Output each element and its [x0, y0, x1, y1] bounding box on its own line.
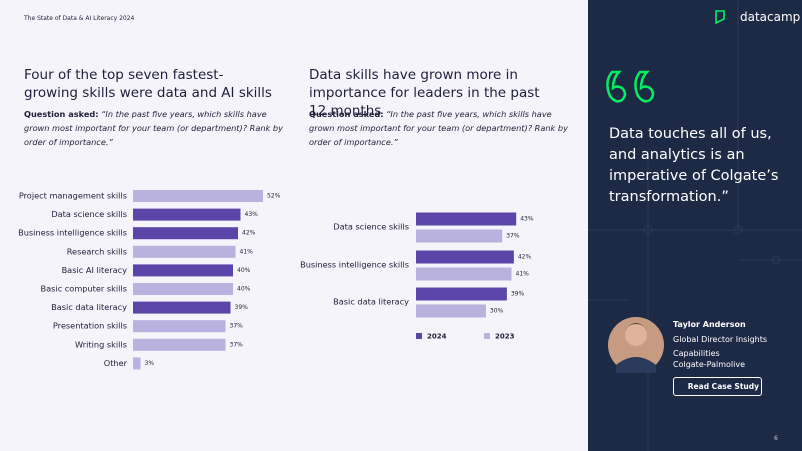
category-label: Basic data literacy	[51, 302, 127, 312]
value-label: 42%	[518, 254, 532, 261]
value-label: 39%	[511, 291, 525, 298]
chart-title: Data skills have grown more in importanc…	[309, 67, 540, 119]
bar	[133, 190, 263, 202]
bar	[133, 357, 141, 370]
bar	[133, 227, 238, 240]
category-label: Basic computer skills	[41, 284, 127, 294]
bar	[133, 338, 226, 351]
person-company: Colgate-Palmolive	[673, 360, 746, 369]
person-name: Taylor Anderson	[673, 320, 746, 329]
category-label: Basic data literacy	[333, 297, 409, 307]
value-label: 52%	[267, 193, 281, 200]
report-name: The State of Data & AI Literacy 2024	[24, 15, 135, 22]
category-label: Project management skills	[19, 191, 127, 201]
decoration	[588, 0, 802, 451]
question-label: Question asked:	[24, 109, 99, 119]
bar	[133, 320, 226, 333]
category-label: Business intelligence skills	[18, 228, 127, 238]
bar	[133, 283, 233, 295]
bar	[416, 212, 517, 226]
legend-swatch	[416, 333, 422, 339]
category-label: Presentation skills	[53, 321, 127, 331]
person-role: Global Director Insights Capabilities	[673, 335, 768, 358]
legend-swatch	[484, 333, 490, 339]
bar	[416, 267, 512, 281]
question: Question asked: “In the past five years,…	[24, 107, 284, 149]
legend-label: 2024	[427, 333, 447, 341]
question: Question asked: “In the past five years,…	[309, 107, 569, 149]
bar	[133, 264, 233, 277]
quote: Data touches all of us, and analytics is…	[609, 126, 779, 205]
charts: Project management skills 52% Data science…	[18, 190, 534, 370]
value-label: 37%	[230, 323, 244, 330]
value-label: 43%	[245, 211, 259, 218]
question-text: “In the past five years, which skills ha…	[309, 109, 568, 147]
value-label: 30%	[490, 308, 504, 315]
page-number: 6	[774, 435, 778, 442]
question-text: “In the past five years, which skills ha…	[24, 109, 283, 147]
bar	[416, 229, 503, 243]
category-label: Basic AI literacy	[62, 265, 128, 275]
bar	[133, 301, 231, 314]
logo: datacamp	[740, 10, 801, 24]
bar	[416, 250, 514, 264]
value-label: 3%	[145, 360, 155, 367]
value-label: 40%	[237, 267, 251, 274]
value-label: 42%	[242, 230, 256, 237]
legend-label: 2023	[495, 333, 515, 341]
value-label: 39%	[235, 304, 249, 311]
sidebar: datacamp Data touches all of us, and ana…	[588, 0, 802, 451]
category-label: Data science skills	[51, 209, 127, 219]
chart-title: Four of the top seven fastest-growing sk…	[24, 67, 272, 101]
question-label: Question asked:	[309, 109, 384, 119]
category-label: Research skills	[67, 246, 127, 256]
category-label: Writing skills	[75, 339, 127, 349]
value-label: 40%	[237, 286, 251, 293]
read-case-study-button[interactable]: Read Case Study	[673, 377, 762, 396]
value-label: 41%	[516, 271, 530, 278]
bar	[416, 304, 486, 318]
bar	[416, 287, 507, 301]
value-label: 37%	[230, 341, 244, 348]
category-label: Other	[104, 358, 128, 368]
bar	[133, 208, 241, 221]
category-label: Business intelligence skills	[300, 260, 409, 270]
bar	[133, 245, 236, 258]
button-label[interactable]: Read Case Study	[687, 382, 759, 391]
value-label: 43%	[520, 216, 534, 223]
value-label: 37%	[506, 233, 520, 240]
value-label: 41%	[240, 248, 254, 255]
category-label: Data science skills	[333, 222, 409, 232]
